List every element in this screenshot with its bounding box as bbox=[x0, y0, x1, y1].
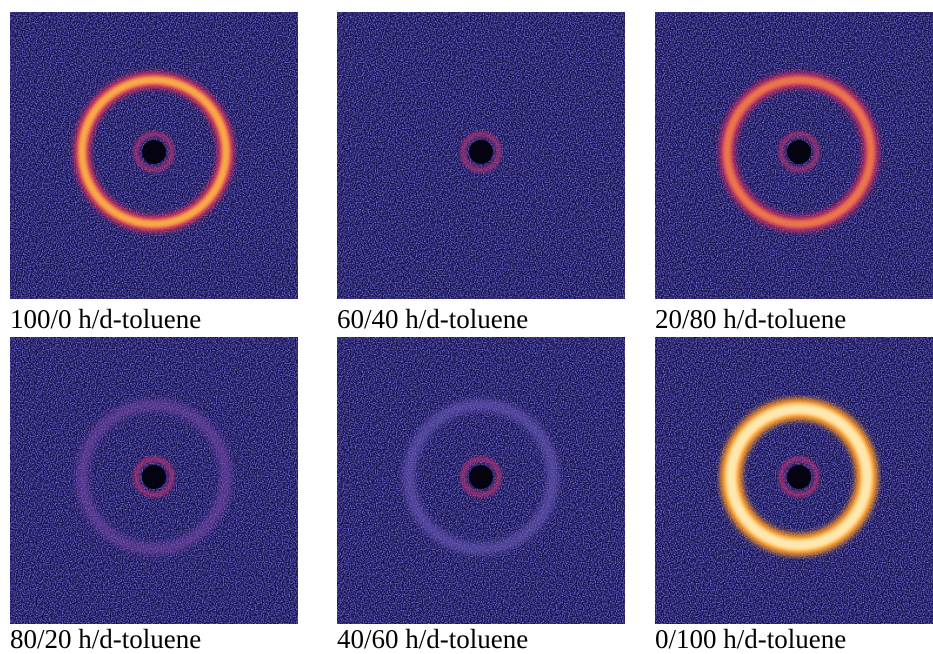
panel-caption: 60/40 h/d-toluene bbox=[337, 304, 528, 334]
panel: 40/60 h/d-toluene bbox=[337, 337, 625, 654]
beam-stop bbox=[787, 140, 811, 164]
beam-stop bbox=[469, 140, 493, 164]
panel-caption: 40/60 h/d-toluene bbox=[337, 624, 528, 654]
panel-caption: 0/100 h/d-toluene bbox=[655, 624, 846, 654]
figure: 100/0 h/d-toluene 60/40 h/d-toluene 20/80 … bbox=[0, 0, 933, 654]
panel-caption: 100/0 h/d-toluene bbox=[10, 304, 201, 334]
beam-stop bbox=[142, 140, 166, 164]
panel-caption: 20/80 h/d-toluene bbox=[655, 304, 846, 334]
beam-stop bbox=[142, 465, 166, 489]
beam-stop bbox=[787, 465, 811, 489]
panel: 20/80 h/d-toluene bbox=[655, 12, 933, 334]
panel: 60/40 h/d-toluene bbox=[337, 12, 625, 334]
panel: 0/100 h/d-toluene bbox=[655, 337, 933, 654]
beam-stop bbox=[469, 465, 493, 489]
panel: 100/0 h/d-toluene bbox=[10, 12, 298, 334]
panel: 80/20 h/d-toluene bbox=[10, 337, 298, 654]
panel-caption: 80/20 h/d-toluene bbox=[10, 624, 201, 654]
